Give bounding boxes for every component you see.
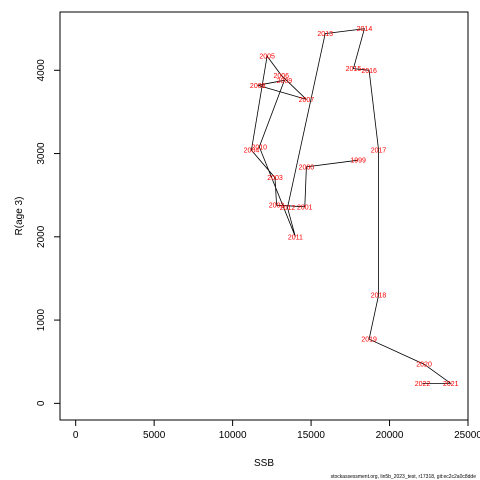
y-tick-label: 4000: [36, 59, 47, 82]
point-label-2005: 2005: [259, 54, 275, 61]
point-label-2007: 2007: [299, 97, 315, 104]
point-label-2014: 2014: [357, 26, 373, 33]
point-label-2018: 2018: [371, 293, 387, 300]
y-tick-label: 0: [36, 400, 47, 406]
point-label-2009: 2009: [277, 78, 293, 85]
x-tick-label: 10000: [219, 430, 247, 441]
x-ticks: 0 5000 10000 15000 20000 25000: [73, 420, 480, 441]
point-label-2011: 2011: [288, 234, 303, 241]
point-label-2019: 2019: [361, 337, 377, 344]
x-tick-label: 20000: [376, 430, 404, 441]
point-label-2015: 2015: [346, 66, 362, 73]
caption: stockassessment.org, lin5b_2023_test, r1…: [331, 474, 477, 480]
point-labels: 1999 2000 2001 2002 2003 2004 2005 2006 2007 2008…: [244, 26, 459, 388]
point-label-2020: 2020: [416, 362, 432, 369]
point-label-1999: 1999: [350, 158, 366, 165]
point-label-2008: 2008: [250, 83, 266, 90]
point-label-2004: 2004: [244, 148, 260, 155]
point-label-2001: 2001: [297, 204, 313, 211]
point-label-2013: 2013: [317, 31, 333, 38]
point-label-2002: 2002: [269, 203, 285, 210]
point-label-2022: 2022: [415, 381, 431, 388]
x-tick-label: 25000: [454, 430, 480, 441]
x-tick-label: 0: [73, 430, 79, 441]
x-tick-label: 5000: [143, 430, 166, 441]
point-label-2016: 2016: [361, 68, 377, 75]
point-label-2000: 2000: [299, 164, 315, 171]
point-label-2021: 2021: [443, 381, 459, 388]
point-label-2010: 2010: [252, 144, 268, 151]
point-label-2012: 2012: [280, 205, 296, 212]
x-axis-title: SSB: [254, 458, 274, 469]
series-line: [250, 28, 452, 384]
point-label-2003: 2003: [267, 175, 283, 182]
y-tick-label: 3000: [36, 142, 47, 165]
y-ticks: 0 1000 2000 3000 4000: [36, 59, 60, 406]
y-axis-title: R(age 3): [14, 197, 25, 236]
point-label-2006: 2006: [273, 73, 289, 80]
point-label-2017: 2017: [371, 148, 387, 155]
y-tick-label: 1000: [36, 309, 47, 332]
y-tick-label: 2000: [36, 225, 47, 248]
x-tick-label: 15000: [297, 430, 325, 441]
